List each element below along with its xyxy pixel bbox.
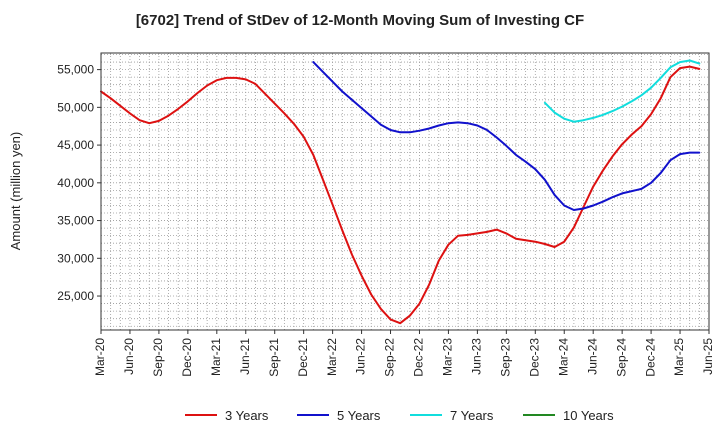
x-tick-label: Sep-21 <box>267 338 281 377</box>
x-tick-label: Jun-20 <box>122 338 136 375</box>
x-tick-label: Mar-25 <box>672 338 686 376</box>
series-line-5-years <box>312 61 701 211</box>
y-axis-ticks: 25,000 30,000 35,000 40,000 45,000 50,000 55,0… <box>57 63 101 303</box>
y-axis-title: Amount (million yen) <box>8 132 23 251</box>
x-tick-label: Sep-24 <box>614 338 628 377</box>
x-tick-label: Dec-23 <box>527 338 541 377</box>
legend-5-years-label: 5 Years <box>337 408 381 423</box>
x-tick-label: Mar-23 <box>441 338 455 376</box>
x-tick-label: Jun-24 <box>585 338 599 375</box>
x-tick-label: Dec-22 <box>412 338 426 377</box>
y-tick-label: 25,000 <box>57 289 94 303</box>
x-axis-ticks: Mar-20 Jun-20 Sep-20 Dec-20 Mar-21 Jun-21 Sep-… <box>93 330 715 377</box>
legend-10-years-label: 10 Years <box>563 408 614 423</box>
x-tick-label: Mar-22 <box>325 338 339 376</box>
x-tick-label: Jun-23 <box>470 338 484 375</box>
x-tick-label: Jun-25 <box>701 338 715 375</box>
x-tick-label: Dec-24 <box>643 338 657 377</box>
x-tick-label: Mar-24 <box>556 338 570 376</box>
legend-3-years-label: 3 Years <box>225 408 269 423</box>
y-tick-label: 50,000 <box>57 100 94 114</box>
y-tick-label: 35,000 <box>57 214 94 228</box>
x-tick-label: Dec-20 <box>180 338 194 377</box>
chart-title: [6702] Trend of StDev of 12-Month Moving… <box>135 12 585 29</box>
x-tick-label: Mar-21 <box>209 338 223 376</box>
plot-frame <box>100 52 710 331</box>
x-tick-label: Jun-22 <box>354 338 368 375</box>
series-line-7-years <box>543 59 701 123</box>
y-tick-label: 30,000 <box>57 251 94 265</box>
y-tick-label: 55,000 <box>57 63 94 77</box>
x-tick-label: Sep-22 <box>383 338 397 377</box>
y-tick-label: 45,000 <box>57 138 94 152</box>
legend-7-years-label: 7 Years <box>450 408 494 423</box>
x-tick-label: Sep-23 <box>499 338 513 377</box>
plot-background <box>101 53 709 330</box>
series-line-3-years <box>100 65 701 325</box>
x-tick-label: Mar-20 <box>93 338 107 376</box>
y-tick-label: 40,000 <box>57 176 94 190</box>
x-tick-label: Dec-21 <box>296 338 310 377</box>
series-lines <box>100 59 701 325</box>
legend: 3 Years 5 Years 7 Years 10 Years <box>185 408 614 423</box>
x-tick-label: Jun-21 <box>238 338 252 375</box>
x-tick-label: Sep-20 <box>151 338 165 377</box>
